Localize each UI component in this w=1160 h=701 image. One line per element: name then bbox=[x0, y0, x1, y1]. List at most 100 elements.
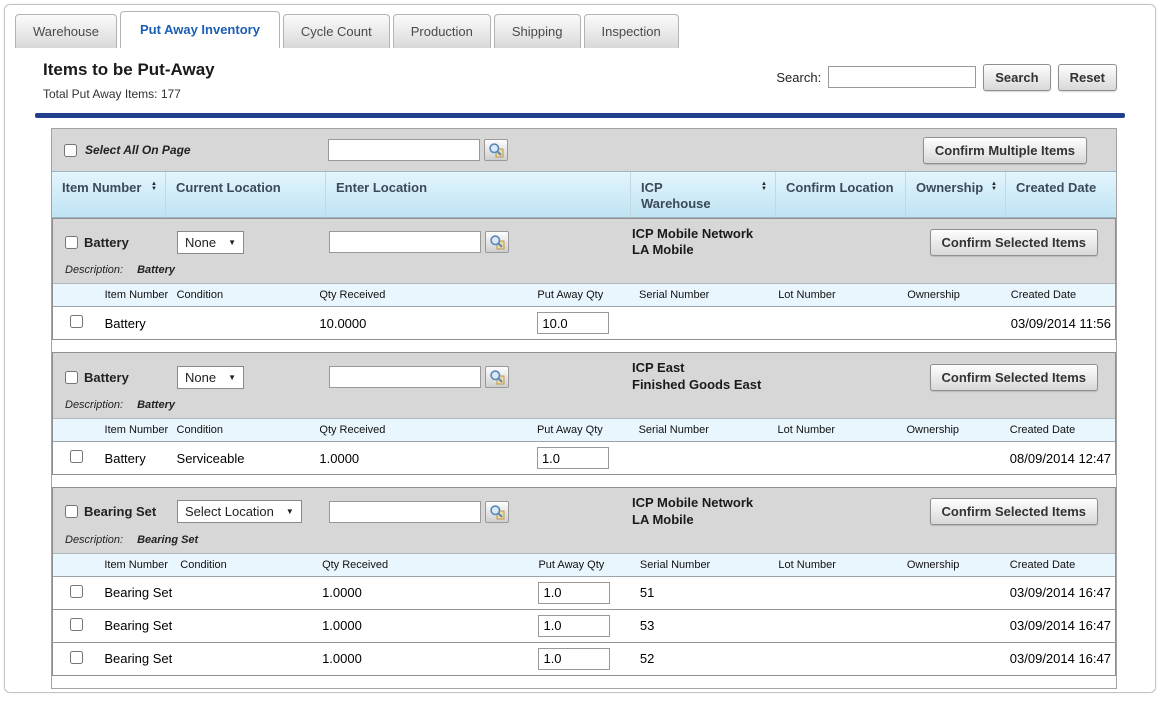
page-title: Items to be Put-Away bbox=[43, 60, 215, 80]
enter-location-input[interactable] bbox=[329, 366, 481, 388]
search-label: Search: bbox=[776, 70, 821, 85]
subtable-header: Item Number Condition Qty Received Put A… bbox=[53, 553, 1115, 576]
enter-location-input[interactable] bbox=[329, 231, 481, 253]
enter-location-input[interactable] bbox=[329, 501, 481, 523]
cell-item-number: Battery bbox=[101, 307, 173, 340]
put-away-qty-input[interactable] bbox=[538, 648, 610, 670]
subtable-header: Item Number Condition Qty Received Put A… bbox=[53, 419, 1115, 442]
group-item-name: Bearing Set bbox=[84, 504, 156, 519]
current-location-select[interactable]: None ▼ bbox=[177, 231, 244, 254]
warehouse-info: ICP Mobile Network LA Mobile bbox=[632, 226, 907, 260]
column-current-location: Current Location bbox=[166, 172, 326, 217]
cell-condition bbox=[176, 576, 318, 609]
group-checkbox[interactable] bbox=[65, 505, 78, 518]
cell-ownership bbox=[903, 609, 1006, 642]
confirm-multiple-items-button[interactable]: Confirm Multiple Items bbox=[923, 137, 1087, 164]
tab-cycle-count[interactable]: Cycle Count bbox=[283, 14, 390, 48]
lookup-button[interactable] bbox=[485, 366, 509, 388]
row-checkbox[interactable] bbox=[70, 585, 83, 598]
put-away-group: Battery None ▼ bbox=[52, 218, 1116, 341]
group-item-name: Battery bbox=[84, 235, 129, 250]
pagination: Pages: 1|2|3|4|5|6|7|8|9|10|11|12|13|14|… bbox=[5, 689, 1155, 693]
row-checkbox[interactable] bbox=[70, 315, 83, 328]
cell-item-number: Bearing Set bbox=[100, 576, 176, 609]
select-all-checkbox[interactable] bbox=[64, 144, 77, 157]
accent-divider bbox=[35, 113, 1125, 118]
cell-item-number: Bearing Set bbox=[100, 609, 176, 642]
table-row: Bearing Set 1.0000 51 03/09/2014 16:47 bbox=[53, 576, 1115, 609]
group-item-name: Battery bbox=[84, 370, 129, 385]
put-away-qty-input[interactable] bbox=[537, 447, 609, 469]
cell-ownership bbox=[903, 642, 1006, 675]
sort-icon[interactable]: ▲▼ bbox=[151, 180, 157, 192]
tab-inspection[interactable]: Inspection bbox=[584, 14, 679, 48]
cell-serial-number bbox=[635, 442, 774, 475]
sort-icon[interactable]: ▲▼ bbox=[991, 180, 997, 192]
group-checkbox[interactable] bbox=[65, 371, 78, 384]
search-button[interactable]: Search bbox=[983, 64, 1050, 91]
app-window: Warehouse Put Away Inventory Cycle Count… bbox=[4, 4, 1156, 693]
cell-serial-number: 51 bbox=[636, 576, 774, 609]
table-row: Battery Serviceable 1.0000 08/09/2014 12… bbox=[53, 442, 1115, 475]
put-away-group: Battery None ▼ bbox=[52, 352, 1116, 475]
cell-condition bbox=[176, 642, 318, 675]
chevron-down-icon: ▼ bbox=[228, 238, 236, 247]
lookup-button[interactable] bbox=[484, 139, 508, 161]
row-checkbox[interactable] bbox=[70, 450, 83, 463]
confirm-selected-items-button[interactable]: Confirm Selected Items bbox=[930, 364, 1099, 391]
put-away-panel: Select All On Page Confirm Multiple Item… bbox=[51, 128, 1117, 689]
cell-created-date: 03/09/2014 16:47 bbox=[1006, 642, 1115, 675]
group-description: Description:Battery bbox=[53, 261, 1115, 283]
group-description: Description:Bearing Set bbox=[53, 531, 1115, 553]
current-location-select[interactable]: None ▼ bbox=[177, 366, 244, 389]
warehouse-info: ICP East Finished Goods East bbox=[632, 360, 907, 394]
sort-icon[interactable]: ▲▼ bbox=[761, 180, 767, 192]
cell-lot-number bbox=[774, 642, 902, 675]
magnifier-icon bbox=[489, 369, 505, 385]
tab-put-away-inventory[interactable]: Put Away Inventory bbox=[120, 11, 280, 48]
put-away-qty-input[interactable] bbox=[537, 312, 609, 334]
reset-button[interactable]: Reset bbox=[1058, 64, 1117, 91]
cell-created-date: 03/09/2014 16:47 bbox=[1006, 576, 1115, 609]
group-header: Battery None ▼ bbox=[53, 353, 1115, 396]
lookup-button[interactable] bbox=[485, 231, 509, 253]
tab-production[interactable]: Production bbox=[393, 14, 491, 48]
subtable-header: Item Number Condition Qty Received Put A… bbox=[53, 284, 1115, 307]
put-away-qty-input[interactable] bbox=[538, 582, 610, 604]
column-ownership[interactable]: Ownership ▲▼ bbox=[906, 172, 1006, 217]
chevron-down-icon: ▼ bbox=[228, 373, 236, 382]
magnifier-icon bbox=[489, 234, 505, 250]
lookup-button[interactable] bbox=[485, 501, 509, 523]
cell-qty-received: 1.0000 bbox=[318, 642, 534, 675]
group-checkbox[interactable] bbox=[65, 236, 78, 249]
search-input[interactable] bbox=[828, 66, 976, 88]
location-filter-input[interactable] bbox=[328, 139, 480, 161]
page-header: Items to be Put-Away Total Put Away Item… bbox=[5, 48, 1155, 109]
cell-serial-number: 53 bbox=[636, 609, 774, 642]
magnifier-icon bbox=[488, 142, 504, 158]
row-checkbox[interactable] bbox=[70, 618, 83, 631]
cell-condition bbox=[173, 307, 316, 340]
column-item-number[interactable]: Item Number ▲▼ bbox=[52, 172, 166, 217]
cell-condition: Serviceable bbox=[173, 442, 316, 475]
tab-warehouse[interactable]: Warehouse bbox=[15, 14, 117, 48]
column-created-date: Created Date bbox=[1006, 172, 1116, 217]
group-header: Bearing Set Select Location ▼ bbox=[53, 488, 1115, 531]
warehouse-info: ICP Mobile Network LA Mobile bbox=[632, 495, 907, 529]
table-header: Item Number ▲▼ Current Location Enter Lo… bbox=[52, 171, 1116, 218]
tab-shipping[interactable]: Shipping bbox=[494, 14, 581, 48]
column-enter-location: Enter Location bbox=[326, 172, 631, 217]
column-icp-warehouse[interactable]: ICP Warehouse ▲▼ bbox=[631, 172, 776, 217]
cell-lot-number bbox=[774, 576, 902, 609]
confirm-selected-items-button[interactable]: Confirm Selected Items bbox=[930, 229, 1099, 256]
put-away-qty-input[interactable] bbox=[538, 615, 610, 637]
group-items-table: Item Number Condition Qty Received Put A… bbox=[53, 283, 1115, 339]
cell-condition bbox=[176, 609, 318, 642]
group-header: Battery None ▼ bbox=[53, 219, 1115, 262]
confirm-selected-items-button[interactable]: Confirm Selected Items bbox=[930, 498, 1099, 525]
panel-toolbar: Select All On Page Confirm Multiple Item… bbox=[52, 129, 1116, 171]
row-checkbox[interactable] bbox=[70, 651, 83, 664]
cell-lot-number bbox=[774, 442, 903, 475]
current-location-select[interactable]: Select Location ▼ bbox=[177, 500, 302, 523]
group-items-table: Item Number Condition Qty Received Put A… bbox=[53, 553, 1115, 675]
